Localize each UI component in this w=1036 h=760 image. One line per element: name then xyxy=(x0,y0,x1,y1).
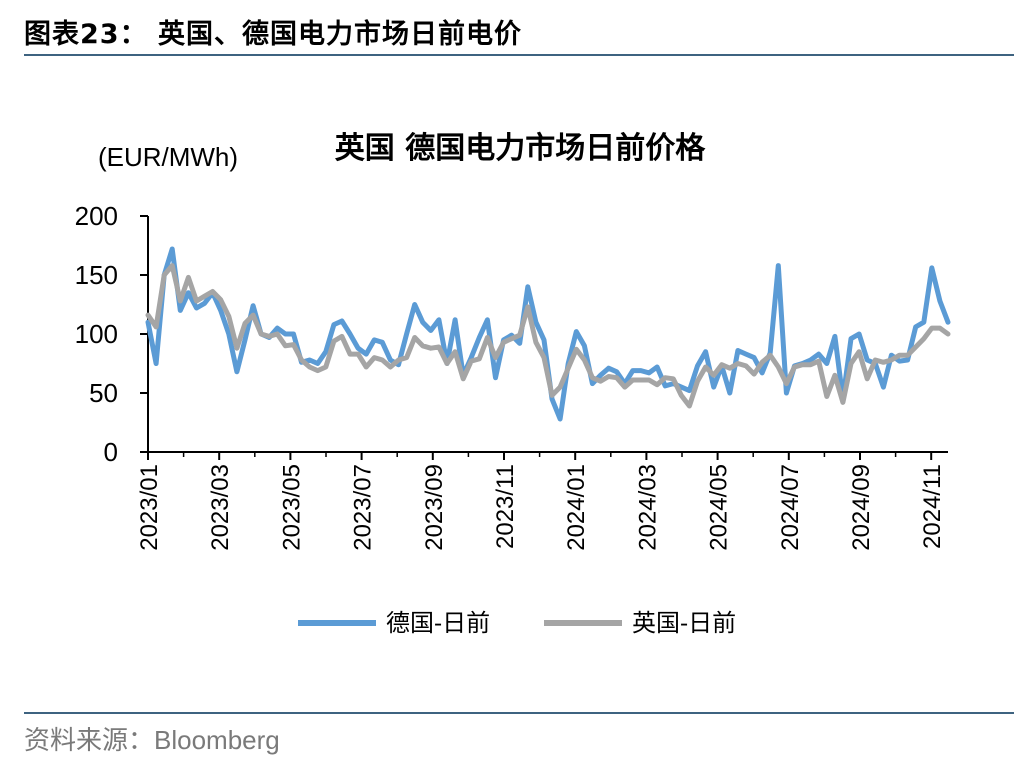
source-name: Bloomberg xyxy=(154,725,280,755)
page-title: 图表23： 英国、德国电力市场日前电价 xyxy=(24,19,522,50)
y-tick-label: 200 xyxy=(75,201,118,231)
legend: 德国-日前 英国-日前 xyxy=(298,609,736,637)
y-unit-label: (EUR/MWh) xyxy=(98,142,238,172)
chart-title: 英国 德国电力市场日前价格 xyxy=(335,131,706,166)
source-prefix: 资料来源： xyxy=(24,726,155,756)
x-tick-label: 2023/09 xyxy=(421,464,448,551)
x-tick-label: 2023/05 xyxy=(278,464,305,551)
x-tick-label: 2023/03 xyxy=(207,464,234,551)
x-tick-label: 2024/09 xyxy=(848,464,875,551)
x-tick-label: 2023/07 xyxy=(350,464,377,551)
axes: 200 150 100 50 0 2023/01 2023/03 2023/05 2023/07… xyxy=(75,201,948,551)
x-tick-label: 2024/07 xyxy=(777,464,804,551)
x-tick-label: 2023/11 xyxy=(492,464,519,549)
y-tick-label: 0 xyxy=(104,437,118,467)
series-layer xyxy=(145,246,951,422)
x-tick-label: 2024/03 xyxy=(634,464,661,551)
header-divider xyxy=(24,54,1014,56)
y-tick-label: 100 xyxy=(75,319,118,349)
series-line-uk xyxy=(145,263,951,409)
y-tick-label: 150 xyxy=(75,260,118,290)
source-fade xyxy=(290,714,470,754)
x-tick-label: 2024/05 xyxy=(706,464,733,551)
x-tick-label: 2023/01 xyxy=(136,464,163,551)
source-note: 资料来源：Bloomberg xyxy=(24,720,280,757)
footer-divider xyxy=(24,712,1014,714)
x-tick-label: 2024/11 xyxy=(919,464,946,549)
chart: 英国 德国电力市场日前价格 (EUR/MWh) 200 150 100 50 0 2023… xyxy=(75,131,951,637)
legend-label-germany: 德国-日前 xyxy=(386,609,490,637)
x-tick-label: 2024/01 xyxy=(563,464,590,551)
y-tick-label: 50 xyxy=(89,378,118,408)
legend-label-uk: 英国-日前 xyxy=(632,609,736,637)
